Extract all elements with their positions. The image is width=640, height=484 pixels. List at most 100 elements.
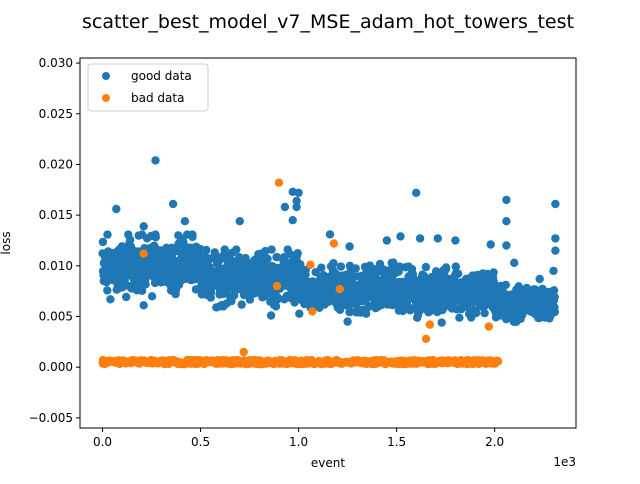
- good-data-point: [295, 309, 304, 318]
- good-data-point: [501, 294, 510, 304]
- bad-data-point: [306, 260, 315, 269]
- good-data-point: [126, 268, 136, 277]
- good-data-point: [137, 286, 147, 295]
- bad-data-point: [492, 356, 501, 365]
- good-data-point: [152, 272, 162, 282]
- good-data-point: [510, 258, 519, 267]
- good-data-point: [396, 293, 405, 303]
- good-data-point: [425, 281, 434, 291]
- good-data-point: [266, 268, 276, 278]
- good-data-point: [437, 318, 446, 327]
- good-data-point: [539, 307, 549, 316]
- good-data-point: [322, 276, 331, 285]
- good-data-point: [317, 263, 326, 272]
- bad-data-point: [426, 357, 435, 366]
- good-data-point: [102, 278, 111, 287]
- bad-data-point: [285, 355, 294, 365]
- bad-data-point: [251, 358, 260, 368]
- x-axis-offset-text: 1e3: [553, 455, 576, 469]
- good-data-point: [226, 283, 235, 293]
- legend-good-marker: [102, 72, 110, 80]
- bad-data-point: [329, 239, 339, 248]
- good-data-point: [445, 300, 455, 310]
- good-data-point: [495, 295, 504, 304]
- good-data-point: [404, 287, 413, 296]
- x-tick-label: 1.5: [387, 435, 406, 449]
- good-data-point: [354, 290, 363, 299]
- good-data-point: [432, 306, 441, 315]
- x-tick-label: 2.0: [485, 435, 504, 449]
- bad-data-point: [274, 178, 284, 187]
- good-data-point: [245, 295, 255, 304]
- good-data-point: [325, 230, 335, 239]
- good-data-point: [451, 262, 460, 271]
- good-data-point: [338, 271, 347, 280]
- good-data-point: [219, 284, 229, 294]
- bad-data-point: [354, 357, 363, 367]
- bad-data-point: [308, 307, 317, 316]
- good-data-point: [486, 240, 495, 249]
- good-data-point: [347, 282, 356, 291]
- good-data-point: [551, 246, 560, 255]
- good-data-point: [163, 257, 173, 266]
- good-data-point: [451, 236, 460, 245]
- bad-data-point: [420, 357, 429, 366]
- good-data-point: [288, 216, 297, 225]
- good-data-point: [407, 269, 416, 278]
- good-data-point: [418, 304, 427, 313]
- good-data-point: [266, 311, 276, 320]
- bad-data-point: [485, 358, 494, 368]
- good-data-point: [549, 292, 559, 302]
- good-data-point: [520, 299, 529, 309]
- good-data-point: [210, 275, 220, 285]
- good-data-point: [335, 305, 345, 314]
- good-data-point: [188, 232, 197, 242]
- y-tick-label: 0.020: [39, 157, 73, 171]
- good-data-point: [348, 272, 357, 281]
- bad-data-point: [157, 356, 166, 365]
- good-data-point: [397, 282, 406, 291]
- good-data-point: [112, 285, 121, 294]
- bad-data-point: [332, 357, 341, 367]
- good-data-point: [112, 204, 121, 214]
- y-axis-ticks: −0.005 0.000 0.005 0.010 0.015 0.020 0.025 0.03…: [29, 56, 80, 425]
- good-data-point: [188, 243, 198, 253]
- legend: good data bad data: [87, 63, 209, 112]
- good-data-point: [346, 307, 355, 316]
- good-data-point: [237, 300, 246, 309]
- good-data-point: [450, 271, 460, 280]
- bad-data-point: [128, 357, 137, 367]
- good-data-point: [120, 274, 130, 284]
- good-data-point: [230, 275, 240, 284]
- good-data-point: [455, 313, 464, 322]
- good-data-point: [380, 272, 389, 281]
- good-data-point: [198, 257, 207, 266]
- good-data-point: [483, 274, 493, 283]
- good-data-point: [311, 292, 320, 301]
- good-data-point: [448, 288, 457, 297]
- good-data-point: [326, 285, 335, 294]
- good-data-point: [153, 253, 162, 262]
- good-data-point: [130, 278, 139, 287]
- good-data-point: [382, 236, 391, 245]
- good-data-point: [549, 266, 558, 276]
- bad-data-point: [239, 347, 248, 357]
- bad-data-point: [484, 322, 493, 331]
- bad-data-point: [135, 359, 144, 368]
- bad-data-point: [275, 358, 285, 367]
- bad-data-point: [456, 356, 466, 365]
- legend-bad-marker: [102, 94, 110, 102]
- good-data-point: [489, 268, 498, 277]
- good-data-point: [151, 230, 160, 239]
- good-data-point: [292, 196, 301, 206]
- good-data-point: [267, 245, 276, 254]
- legend-box: [87, 63, 209, 112]
- good-data-point: [541, 301, 550, 310]
- good-data-point: [457, 301, 466, 311]
- good-data-point: [524, 292, 534, 301]
- good-data-point: [551, 234, 560, 243]
- good-data-point: [296, 260, 305, 269]
- good-data-point: [226, 255, 235, 264]
- bad-data-point: [100, 357, 109, 366]
